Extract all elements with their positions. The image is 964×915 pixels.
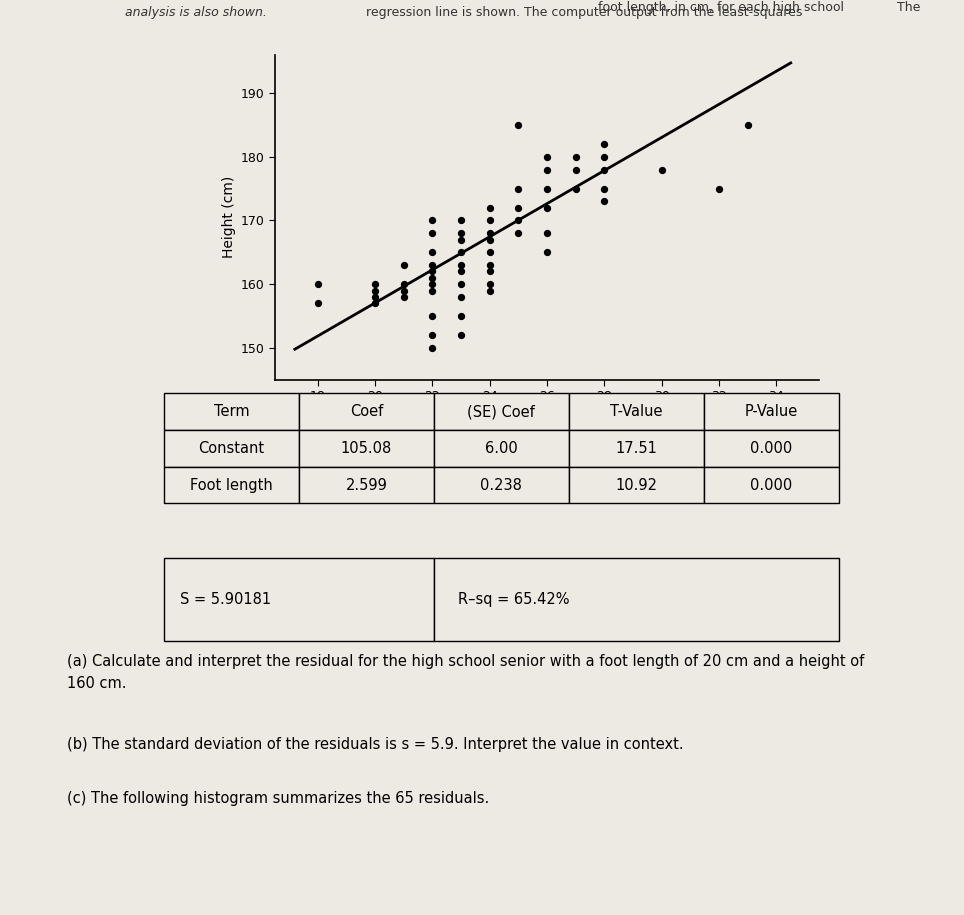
Point — [453, 258, 469, 273]
Point — [396, 284, 412, 298]
Point — [453, 245, 469, 260]
Point — [597, 181, 612, 196]
Point — [310, 296, 326, 310]
Point — [425, 226, 441, 241]
Point — [568, 181, 583, 196]
Point — [539, 162, 554, 177]
Point — [425, 277, 441, 292]
Point — [511, 181, 526, 196]
Point — [482, 245, 497, 260]
Point — [453, 213, 469, 228]
Point — [539, 181, 554, 196]
Text: regression line is shown. The computer output from the least-squares: regression line is shown. The computer o… — [366, 6, 803, 19]
Point — [453, 226, 469, 241]
Point — [482, 277, 497, 292]
Point — [511, 213, 526, 228]
Point — [396, 290, 412, 305]
Text: foot length, in cm, for each high school: foot length, in cm, for each high school — [598, 1, 844, 14]
Point — [367, 296, 383, 310]
Point — [597, 149, 612, 164]
Point — [425, 328, 441, 342]
Point — [453, 308, 469, 323]
Point — [453, 232, 469, 247]
Text: (b) The standard deviation of the residuals is s = 5.9. Interpret the value in c: (b) The standard deviation of the residu… — [67, 737, 684, 751]
Point — [539, 226, 554, 241]
Point — [425, 308, 441, 323]
Point — [539, 149, 554, 164]
Point — [482, 284, 497, 298]
Point — [568, 162, 583, 177]
Point — [367, 277, 383, 292]
Point — [740, 118, 756, 133]
Point — [425, 284, 441, 298]
Point — [568, 149, 583, 164]
Point — [425, 213, 441, 228]
Point — [482, 226, 497, 241]
Point — [511, 226, 526, 241]
Point — [511, 200, 526, 215]
Point — [597, 194, 612, 209]
Text: The: The — [897, 1, 920, 14]
Point — [482, 258, 497, 273]
Point — [453, 264, 469, 279]
Point — [539, 245, 554, 260]
Point — [539, 200, 554, 215]
Text: (c) The following histogram summarizes the 65 residuals.: (c) The following histogram summarizes t… — [67, 791, 490, 806]
Point — [453, 290, 469, 305]
Point — [482, 213, 497, 228]
Point — [482, 264, 497, 279]
Point — [425, 258, 441, 273]
Point — [425, 271, 441, 285]
Point — [425, 264, 441, 279]
Point — [511, 118, 526, 133]
Point — [367, 290, 383, 305]
Point — [396, 258, 412, 273]
Y-axis label: Height (cm): Height (cm) — [223, 177, 236, 258]
X-axis label: Foot Length (cm): Foot Length (cm) — [488, 407, 606, 421]
Point — [597, 162, 612, 177]
Point — [597, 136, 612, 151]
Point — [425, 340, 441, 355]
Point — [654, 162, 669, 177]
Text: analysis is also shown.: analysis is also shown. — [125, 6, 267, 19]
Point — [711, 181, 727, 196]
Point — [453, 277, 469, 292]
Point — [482, 200, 497, 215]
Text: (a) Calculate and interpret the residual for the high school senior with a foot : (a) Calculate and interpret the residual… — [67, 654, 865, 692]
Point — [425, 245, 441, 260]
Point — [453, 328, 469, 342]
Point — [396, 277, 412, 292]
Point — [482, 232, 497, 247]
Point — [367, 284, 383, 298]
Point — [310, 277, 326, 292]
